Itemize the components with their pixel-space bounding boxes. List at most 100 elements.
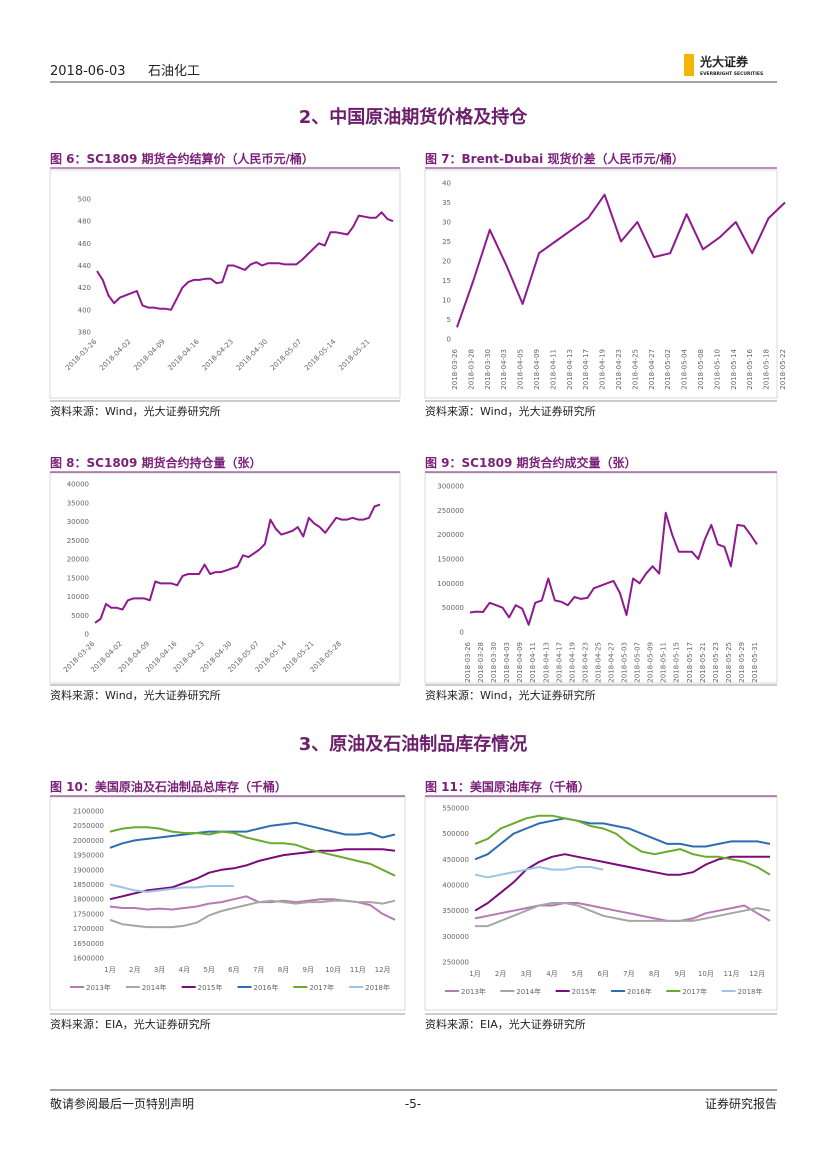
x-tick-label: 2018-04-02	[98, 338, 132, 372]
chart-frame	[424, 169, 778, 399]
x-tick-label: 2018-05-07	[634, 642, 642, 683]
legend-label: 2016年	[627, 987, 652, 996]
figure-title: 图 9：SC1809 期货合约成交量（张）	[425, 455, 637, 470]
x-tick-label: 4月	[546, 970, 557, 978]
x-tick-label: 2018-04-23	[615, 349, 623, 390]
report-date: 2018-06-03	[50, 64, 126, 79]
y-tick-label: 20	[442, 258, 451, 266]
figure-title: 图 7：Brent-Dubai 现货价差（人民币元/桶）	[425, 151, 684, 166]
data-line	[96, 211, 394, 311]
x-tick-label: 3月	[154, 966, 165, 974]
data-line	[94, 503, 381, 624]
y-tick-label: 300000	[437, 483, 464, 491]
data-line	[475, 902, 771, 928]
report-type: 证券研究报告	[705, 1096, 777, 1111]
y-tick-label: 1600000	[73, 955, 104, 963]
x-tick-label: 8月	[278, 966, 289, 974]
x-tick-label: 2018-03-30	[490, 642, 498, 683]
y-tick-label: 1900000	[73, 866, 104, 874]
y-tick-label: 2050000	[73, 822, 104, 830]
x-tick-label: 2018-04-30	[235, 338, 269, 372]
x-tick-label: 2018-05-07	[269, 338, 303, 372]
x-tick-label: 2018-04-03	[503, 642, 511, 683]
x-tick-label: 2018-04-25	[631, 349, 639, 390]
x-tick-label: 2018-05-08	[697, 349, 705, 390]
x-tick-label: 2月	[495, 970, 506, 978]
x-tick-label: 2018-05-31	[751, 642, 759, 683]
legend-label: 2015年	[198, 983, 223, 992]
x-tick-label: 2018-05-02	[664, 349, 672, 390]
data-line	[474, 902, 771, 922]
chart-frame	[424, 796, 778, 1011]
data-line	[109, 883, 234, 893]
y-tick-label: 5000	[71, 612, 89, 620]
y-tick-label: 0	[447, 336, 451, 344]
x-tick-label: 2018-05-21	[337, 338, 371, 372]
x-tick-label: 2018-04-11	[529, 642, 537, 683]
x-tick-label: 2018-04-27	[608, 642, 616, 683]
x-tick-label: 2018-04-19	[568, 642, 576, 683]
y-tick-label: 35000	[67, 499, 89, 507]
x-tick-label: 2018-05-16	[746, 348, 754, 389]
x-tick-label: 2018-05-18	[763, 349, 771, 390]
y-tick-label: 1650000	[73, 940, 104, 948]
x-tick-label: 12月	[375, 966, 391, 974]
chart-frame	[49, 796, 406, 1011]
x-tick-label: 6月	[598, 970, 609, 978]
x-tick-label: 12月	[749, 970, 765, 978]
y-tick-label: 1700000	[73, 925, 104, 933]
x-tick-label: 2018-03-26	[64, 337, 99, 372]
x-tick-label: 2018-04-05	[517, 349, 525, 390]
x-tick-label: 10月	[325, 966, 341, 974]
data-line	[109, 826, 396, 877]
y-tick-label: 300000	[442, 933, 469, 941]
x-tick-label: 2018-04-19	[599, 349, 607, 390]
logo-en: EVERBRIGHT SECURITIES	[700, 71, 763, 77]
y-tick-label: 1800000	[73, 896, 104, 904]
y-tick-label: 200000	[437, 531, 464, 539]
y-tick-label: 460	[78, 240, 91, 248]
x-tick-label: 7月	[253, 966, 264, 974]
x-tick-label: 2月	[129, 966, 140, 974]
x-tick-label: 2018-04-23	[201, 338, 235, 372]
x-tick-label: 9月	[303, 966, 314, 974]
y-tick-label: 40000	[67, 481, 89, 489]
legend-label: 2015年	[572, 987, 597, 996]
legend-label: 2013年	[461, 987, 486, 996]
y-tick-label: 500000	[442, 830, 469, 838]
x-tick-label: 2018-03-26	[451, 348, 459, 389]
figure-source: 资料来源：Wind，光大证券研究所	[50, 404, 221, 418]
x-tick-label: 2018-04-17	[555, 642, 563, 683]
y-tick-label: 250000	[442, 959, 469, 967]
y-tick-label: 400000	[442, 882, 469, 890]
x-tick-label: 2018-05-09	[647, 642, 655, 683]
figure-source: 资料来源：Wind，光大证券研究所	[425, 688, 596, 702]
data-line	[474, 866, 604, 879]
y-tick-label: 50000	[442, 604, 464, 612]
x-tick-label: 5月	[572, 970, 583, 978]
y-tick-label: 30	[442, 219, 451, 227]
figure-title: 图 8：SC1809 期货合约持仓量（张）	[50, 455, 262, 470]
disclaimer: 敬请参阅最后一页特别声明	[50, 1096, 194, 1111]
legend-label: 2014年	[142, 983, 167, 992]
x-tick-label: 2018-04-16	[166, 337, 201, 372]
x-tick-label: 2018-04-27	[648, 349, 656, 390]
y-tick-label: 100000	[437, 580, 464, 588]
y-tick-label: 10000	[67, 593, 89, 601]
y-tick-label: 35	[442, 199, 451, 207]
x-tick-label: 2018-05-23	[712, 642, 720, 683]
figure-title: 图 10：美国原油及石油制品总库存（千桶）	[50, 779, 287, 794]
x-tick-label: 5月	[203, 966, 214, 974]
x-tick-label: 2018-05-11	[660, 642, 668, 683]
figure-source: 资料来源：Wind，光大证券研究所	[50, 688, 221, 702]
x-tick-label: 2018-05-14	[303, 337, 338, 372]
y-tick-label: 15000	[67, 574, 89, 582]
logo-cn: 光大证券	[699, 54, 749, 69]
figure-title: 图 6：SC1809 期货合约结算价（人民币元/桶）	[50, 151, 314, 166]
data-line	[109, 848, 396, 901]
chart-frame	[424, 472, 778, 684]
y-tick-label: 10	[442, 297, 451, 305]
y-tick-label: 550000	[442, 805, 469, 813]
x-tick-label: 2018-05-21	[699, 642, 707, 683]
x-tick-label: 10月	[698, 970, 714, 978]
